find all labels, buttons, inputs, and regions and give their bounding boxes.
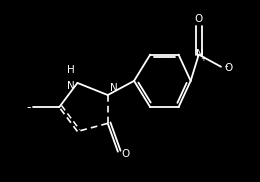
Text: N: N <box>196 49 204 59</box>
Text: -: - <box>224 61 228 71</box>
Text: O: O <box>121 149 129 159</box>
Text: +: + <box>201 56 207 62</box>
Text: O: O <box>224 63 232 73</box>
Text: O: O <box>195 14 203 24</box>
Text: N: N <box>68 81 75 91</box>
Text: H: H <box>68 65 75 75</box>
Text: N: N <box>110 83 118 93</box>
Text: -: - <box>27 101 31 114</box>
